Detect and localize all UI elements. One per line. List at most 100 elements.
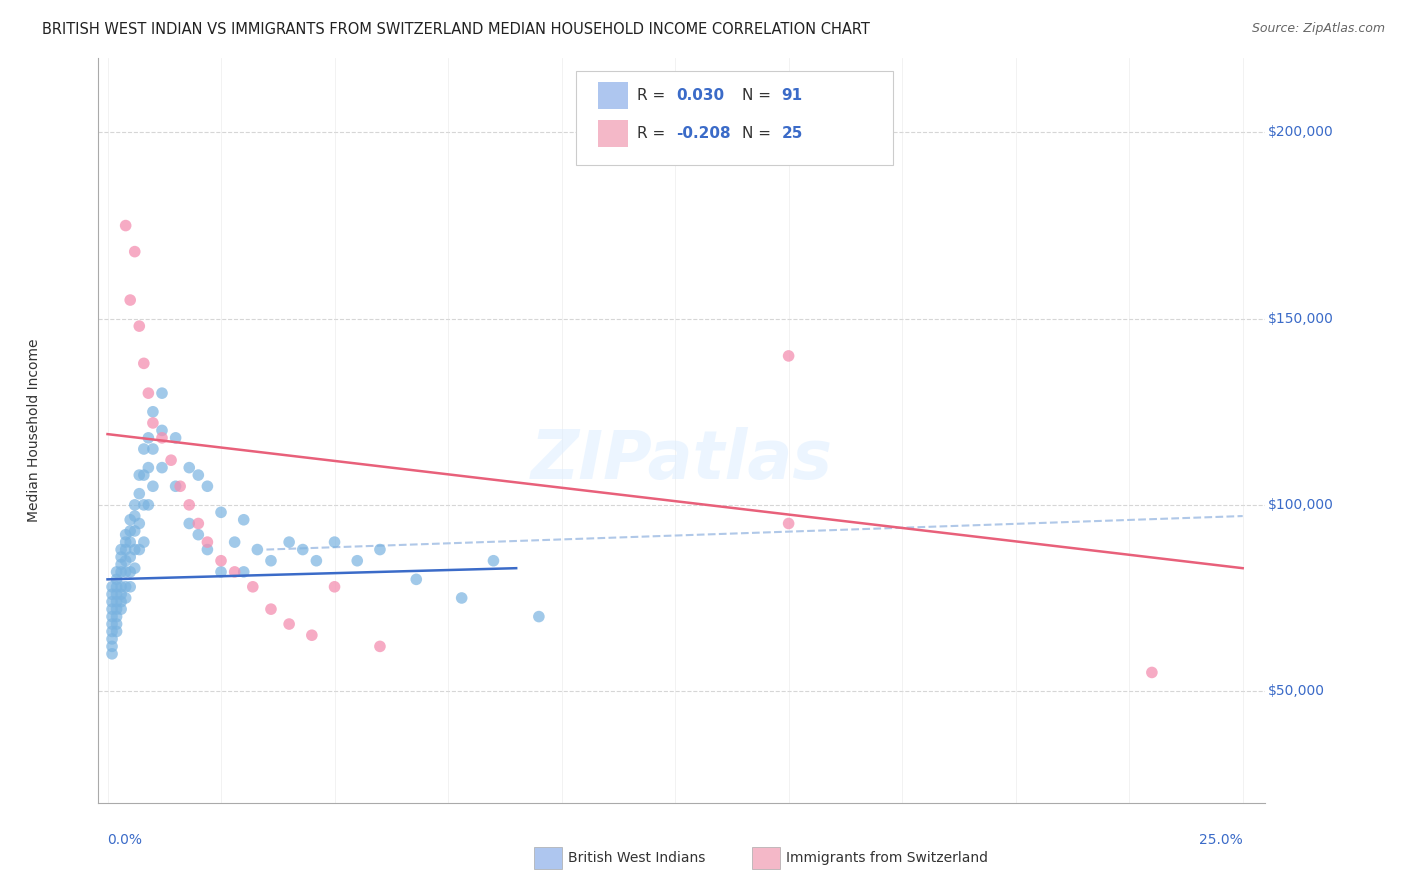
Point xyxy=(101,595,124,609)
Point xyxy=(110,542,132,557)
Point xyxy=(120,565,142,579)
Point xyxy=(124,542,146,557)
Point xyxy=(132,468,155,483)
Point xyxy=(179,498,201,512)
Point xyxy=(124,498,146,512)
Point xyxy=(110,595,132,609)
Text: ZIPatlas: ZIPatlas xyxy=(531,427,832,493)
Text: R =: R = xyxy=(637,88,671,103)
Point xyxy=(132,535,155,549)
Point xyxy=(160,453,183,467)
Point xyxy=(138,386,160,401)
Point xyxy=(128,319,150,334)
Point xyxy=(101,647,124,661)
Point xyxy=(128,468,150,483)
Point xyxy=(110,549,132,564)
Point xyxy=(142,442,165,456)
Point xyxy=(105,595,128,609)
Point xyxy=(110,558,132,572)
Point xyxy=(150,431,173,445)
Point xyxy=(197,479,219,493)
Text: $50,000: $50,000 xyxy=(1268,684,1324,698)
Point xyxy=(209,505,232,519)
Text: $200,000: $200,000 xyxy=(1268,126,1333,139)
Point xyxy=(120,549,142,564)
Point xyxy=(346,554,368,568)
Point xyxy=(291,542,314,557)
Text: -0.208: -0.208 xyxy=(676,127,731,141)
Point xyxy=(114,580,136,594)
Point xyxy=(150,423,173,437)
Point xyxy=(124,509,146,524)
Text: Median Household Income: Median Household Income xyxy=(27,339,41,522)
Point xyxy=(105,617,128,632)
Point xyxy=(114,535,136,549)
Point xyxy=(132,498,155,512)
Point xyxy=(323,580,346,594)
Point xyxy=(209,554,232,568)
Text: R =: R = xyxy=(637,127,671,141)
Point xyxy=(128,516,150,531)
Point xyxy=(197,535,219,549)
Point xyxy=(242,580,264,594)
Point xyxy=(527,609,550,624)
Point xyxy=(105,573,128,587)
Point xyxy=(120,524,142,538)
Text: $100,000: $100,000 xyxy=(1268,498,1334,512)
Point xyxy=(114,527,136,541)
Point xyxy=(1140,665,1163,680)
Point xyxy=(179,516,201,531)
Point xyxy=(323,535,346,549)
Point xyxy=(114,219,136,233)
Point xyxy=(482,554,505,568)
Point xyxy=(778,349,800,363)
Point xyxy=(110,602,132,616)
Point xyxy=(128,486,150,500)
Point xyxy=(114,554,136,568)
Point xyxy=(101,624,124,639)
Text: British West Indians: British West Indians xyxy=(568,851,706,865)
Point xyxy=(124,561,146,575)
Text: 25.0%: 25.0% xyxy=(1199,832,1243,847)
Point xyxy=(105,602,128,616)
Point xyxy=(101,617,124,632)
Point xyxy=(232,513,254,527)
Point xyxy=(778,516,800,531)
Point xyxy=(114,542,136,557)
Point xyxy=(187,527,209,541)
Point xyxy=(105,580,128,594)
Point xyxy=(120,513,142,527)
Point xyxy=(260,554,283,568)
Point xyxy=(305,554,328,568)
Point xyxy=(101,602,124,616)
Point xyxy=(165,479,187,493)
Point xyxy=(138,460,160,475)
Point xyxy=(209,565,232,579)
Point xyxy=(120,535,142,549)
Text: Source: ZipAtlas.com: Source: ZipAtlas.com xyxy=(1251,22,1385,36)
Point xyxy=(110,580,132,594)
Text: 25: 25 xyxy=(782,127,803,141)
Text: $150,000: $150,000 xyxy=(1268,311,1334,326)
Point xyxy=(105,624,128,639)
Point xyxy=(142,416,165,430)
Point xyxy=(232,565,254,579)
Point xyxy=(101,632,124,646)
Point xyxy=(142,479,165,493)
Point xyxy=(301,628,323,642)
Point xyxy=(368,640,391,654)
Point xyxy=(150,460,173,475)
Text: 0.030: 0.030 xyxy=(676,88,724,103)
Point xyxy=(138,498,160,512)
Text: N =: N = xyxy=(742,88,776,103)
Text: N =: N = xyxy=(742,127,776,141)
Point xyxy=(187,516,209,531)
Point xyxy=(101,580,124,594)
Point xyxy=(132,356,155,370)
Text: BRITISH WEST INDIAN VS IMMIGRANTS FROM SWITZERLAND MEDIAN HOUSEHOLD INCOME CORRE: BRITISH WEST INDIAN VS IMMIGRANTS FROM S… xyxy=(42,22,870,37)
Point xyxy=(224,535,246,549)
Point xyxy=(105,587,128,601)
Point xyxy=(114,565,136,579)
Point xyxy=(150,386,173,401)
Point xyxy=(114,591,136,605)
